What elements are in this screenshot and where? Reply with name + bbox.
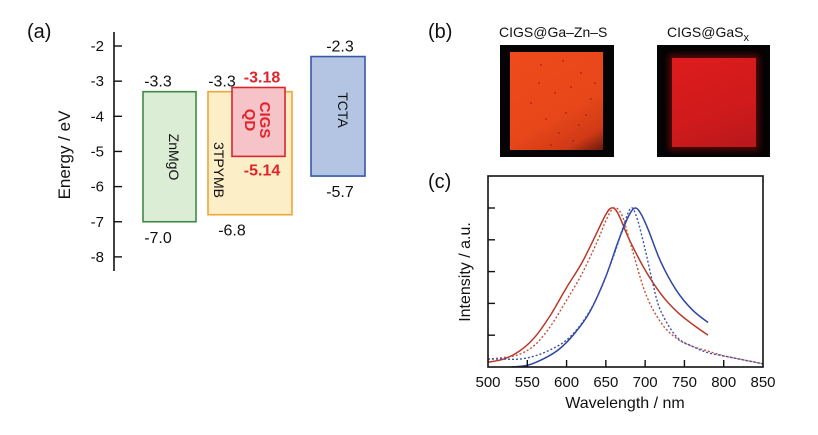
energy-layers: -3.3 -7.0 ZnMgO -3.3 -6.8 3TPYMB -3.18 -5.14 CIG… [142, 39, 366, 247]
sample-defect-spot [562, 60, 564, 62]
spectrum-chart: 500 550 600 650 700 750 800 850 Wavelength / nm… [457, 175, 776, 412]
layer-bottom-energy: -5.14 [244, 162, 281, 179]
energy-axis: -2 -3 -4 -5 -6 -7 -8 [91, 32, 122, 271]
energy-tick-label: -7 [91, 214, 104, 231]
x-tick-label: 650 [593, 374, 618, 391]
sample-defect-spot [590, 98, 592, 100]
series-cigs-ga-zn-s-solid [487, 207, 709, 363]
layer-name: ZnMgO [166, 134, 182, 181]
sample-defect-spot [570, 86, 572, 88]
sample-defect-spot [538, 82, 540, 84]
sample-2-title: CIGS@GaSx [667, 24, 749, 44]
sample-defect-spot [554, 92, 556, 94]
sample-defect-spot [530, 102, 532, 104]
sample-2-title-main: CIGS@GaS [667, 24, 744, 40]
energy-tick-label: -4 [91, 108, 104, 125]
series-cigs-gasx-solid [511, 207, 709, 368]
energy-tick-label: -8 [91, 249, 104, 266]
sample-1-image [500, 45, 614, 157]
layer-bottom-energy: -5.7 [326, 184, 354, 201]
sample-1-emission [510, 52, 603, 150]
plot-frame [487, 175, 764, 368]
layer-top-energy: -3.18 [244, 69, 281, 86]
x-tick-label: 700 [633, 374, 658, 391]
panel-a-label: (a) [27, 21, 52, 43]
layer-box [231, 86, 286, 158]
layer-name: CIGSQD [241, 102, 273, 139]
layer-name: 3TPYMB [211, 142, 227, 198]
series-cigs-gasx-dotted [487, 207, 764, 365]
sample-defect-spot [540, 64, 542, 66]
sample-2-title-subscript: x [743, 31, 749, 44]
x-tick-label: 550 [515, 374, 540, 391]
sample-2-image [657, 45, 770, 157]
sample-1-title: CIGS@Ga–Zn–S [499, 24, 608, 40]
sample-defect-spot [565, 112, 567, 114]
x-tick-label: 800 [711, 374, 736, 391]
layer-top-energy: -2.3 [326, 39, 354, 56]
spectrum-axes: 500 550 600 650 700 750 800 850 [475, 175, 776, 391]
layer-name: TCTA [335, 92, 351, 128]
layer-top-energy: -3.3 [208, 74, 236, 91]
layer-bottom-energy: -7.0 [144, 230, 172, 247]
layer-znmgo: -3.3 -7.0 ZnMgO [142, 74, 197, 247]
x-tick-label: 850 [750, 374, 775, 391]
x-tick-label: 750 [672, 374, 697, 391]
layer-bottom-energy: -6.8 [218, 223, 246, 240]
energy-tick-label: -3 [91, 73, 104, 90]
sample-defect-spot [572, 140, 574, 142]
sample-defect-spot [578, 124, 580, 126]
sample-2-emission [672, 58, 756, 147]
layer-top-energy: -3.3 [144, 74, 172, 91]
energy-diagram: -2 -3 -4 -5 -6 -7 -8 -3.3 -7.0 ZnMgO -3.3 -6.8 3TPY… [55, 32, 366, 271]
x-tick-label: 600 [554, 374, 579, 391]
energy-tick-label: -2 [91, 38, 104, 55]
energy-tick-label: -5 [91, 143, 104, 160]
panel-b-label: (b) [428, 21, 453, 43]
sample-defect-spot [594, 82, 596, 84]
energy-tick-label: -6 [91, 179, 104, 196]
sample-defect-spot [550, 144, 552, 146]
panel-c-label: (c) [428, 171, 452, 193]
layer-box [142, 90, 197, 223]
sample-defect-spot [580, 72, 582, 74]
sample-defect-spot [558, 132, 560, 134]
spectrum-series [487, 207, 764, 368]
sample-defect-spot [585, 114, 587, 116]
x-axis-label: Wavelength / nm [565, 395, 684, 412]
series-cigs-ga-zn-s-dotted [487, 207, 764, 365]
layer-tcta: -2.3 -5.7 TCTA [310, 39, 366, 201]
y-axis-label: Intensity / a.u. [457, 222, 474, 322]
layer-cigs-qd: -3.18 -5.14 CIGSQD [231, 69, 286, 179]
x-tick-label: 500 [475, 374, 500, 391]
sample-defect-spot [545, 118, 547, 120]
layer-box [310, 55, 366, 177]
energy-axis-label: Energy / eV [55, 110, 74, 199]
